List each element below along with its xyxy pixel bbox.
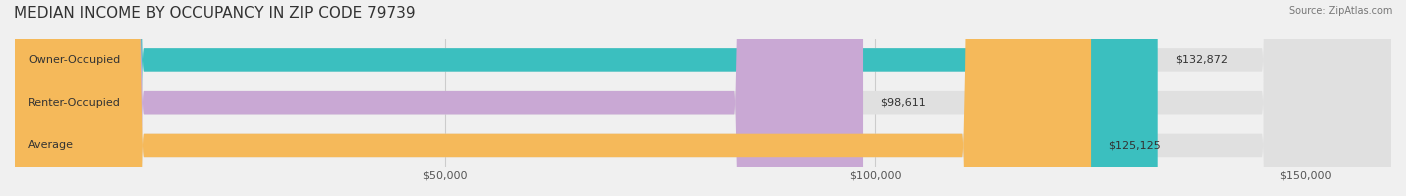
- FancyBboxPatch shape: [15, 0, 1391, 196]
- Text: MEDIAN INCOME BY OCCUPANCY IN ZIP CODE 79739: MEDIAN INCOME BY OCCUPANCY IN ZIP CODE 7…: [14, 6, 416, 21]
- FancyBboxPatch shape: [15, 0, 863, 196]
- Text: $98,611: $98,611: [880, 98, 927, 108]
- FancyBboxPatch shape: [15, 0, 1391, 196]
- Text: $132,872: $132,872: [1175, 55, 1227, 65]
- Text: Average: Average: [28, 141, 75, 151]
- FancyBboxPatch shape: [15, 0, 1391, 196]
- FancyBboxPatch shape: [15, 0, 1091, 196]
- Text: Source: ZipAtlas.com: Source: ZipAtlas.com: [1288, 6, 1392, 16]
- FancyBboxPatch shape: [15, 0, 1157, 196]
- Text: Owner-Occupied: Owner-Occupied: [28, 55, 120, 65]
- Text: $125,125: $125,125: [1108, 141, 1161, 151]
- Text: Renter-Occupied: Renter-Occupied: [28, 98, 121, 108]
